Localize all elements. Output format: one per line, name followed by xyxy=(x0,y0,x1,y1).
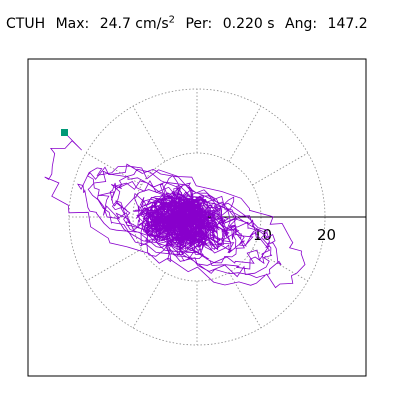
ring-labels: 10 20 xyxy=(253,226,336,244)
grid-spoke xyxy=(228,272,262,329)
plot-header: CTUH Max: 24.7 cm/s2 Per: 0.220 s Ang: 1… xyxy=(6,14,374,32)
station-name: CTUH xyxy=(6,15,46,32)
orbit-trace xyxy=(44,132,306,289)
grid-spoke xyxy=(228,105,262,162)
max-label: Max: xyxy=(55,15,90,32)
grid-spoke xyxy=(132,272,166,329)
grid-spoke xyxy=(85,248,142,282)
period-value: 0.220 s xyxy=(222,15,275,32)
grid-spoke xyxy=(85,152,142,186)
period-label: Per: xyxy=(185,15,213,32)
max-value: 24.7 cm/s2 xyxy=(99,14,176,32)
start-marker xyxy=(61,129,68,136)
ring-label-20: 20 xyxy=(317,226,336,244)
grid-spoke xyxy=(252,152,309,186)
grid-spoke xyxy=(132,105,166,162)
angle-value: 147.2 xyxy=(327,15,368,32)
grid-spoke xyxy=(252,248,309,282)
angle-label: Ang: xyxy=(285,15,318,32)
